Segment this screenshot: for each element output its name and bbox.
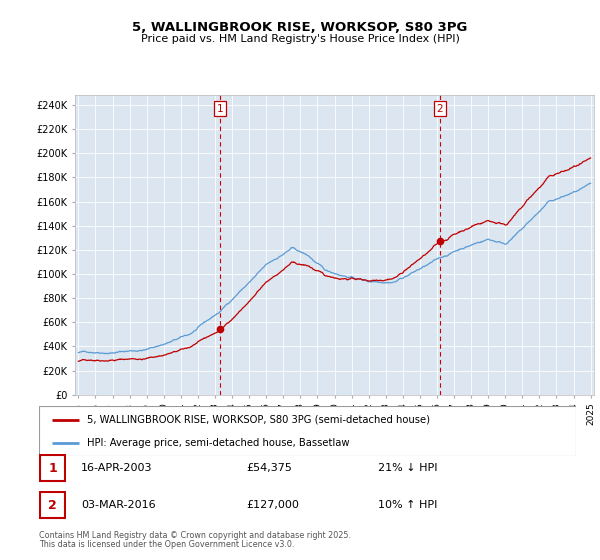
FancyBboxPatch shape [40,492,65,518]
Text: Price paid vs. HM Land Registry's House Price Index (HPI): Price paid vs. HM Land Registry's House … [140,34,460,44]
Text: HPI: Average price, semi-detached house, Bassetlaw: HPI: Average price, semi-detached house,… [88,438,350,448]
Text: 5, WALLINGBROOK RISE, WORKSOP, S80 3PG: 5, WALLINGBROOK RISE, WORKSOP, S80 3PG [133,21,467,34]
Text: 10% ↑ HPI: 10% ↑ HPI [378,500,437,510]
Text: 1: 1 [217,104,223,114]
Text: This data is licensed under the Open Government Licence v3.0.: This data is licensed under the Open Gov… [39,540,295,549]
Text: 1: 1 [48,461,57,475]
FancyBboxPatch shape [40,455,65,481]
Text: 16-APR-2003: 16-APR-2003 [81,463,152,473]
Text: 2: 2 [437,104,443,114]
Text: 21% ↓ HPI: 21% ↓ HPI [378,463,437,473]
Text: 5, WALLINGBROOK RISE, WORKSOP, S80 3PG (semi-detached house): 5, WALLINGBROOK RISE, WORKSOP, S80 3PG (… [88,414,430,424]
Text: £54,375: £54,375 [246,463,292,473]
FancyBboxPatch shape [39,406,576,456]
Text: 03-MAR-2016: 03-MAR-2016 [81,500,155,510]
Text: 2: 2 [48,498,57,512]
Text: £127,000: £127,000 [246,500,299,510]
Text: Contains HM Land Registry data © Crown copyright and database right 2025.: Contains HM Land Registry data © Crown c… [39,531,351,540]
